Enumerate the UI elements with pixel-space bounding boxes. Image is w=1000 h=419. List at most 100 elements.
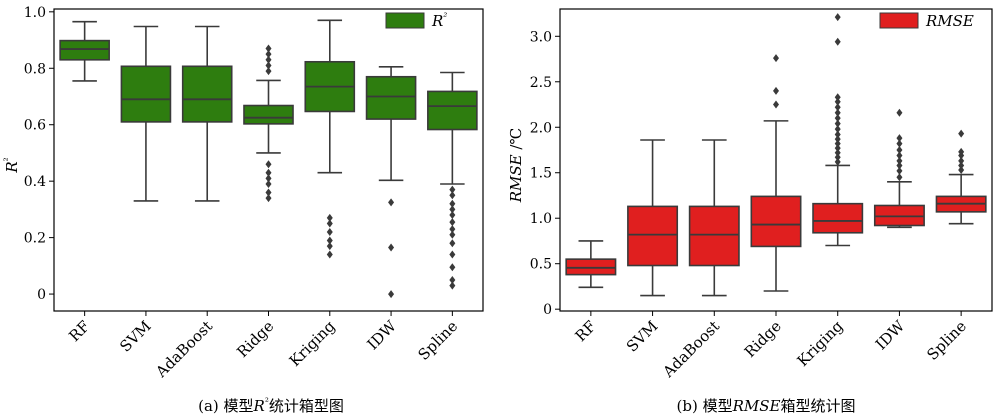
outlier-point	[896, 166, 903, 175]
x-tick-label: AdaBoost	[152, 317, 216, 381]
y-tick-label: 0.6	[24, 118, 46, 134]
outlier-point	[834, 157, 841, 166]
box-iqr	[427, 90, 478, 131]
outlier-point	[265, 160, 272, 169]
outlier-point	[265, 55, 272, 64]
y-tick-label: 0.5	[530, 257, 552, 273]
y-tick-label: 0	[37, 287, 46, 303]
x-tick-label: Spline	[923, 317, 970, 364]
x-tick-label: Ridge	[741, 317, 785, 361]
outlier-point	[449, 185, 456, 194]
outlier-point	[834, 125, 841, 134]
outlier-point	[449, 211, 456, 220]
outlier-point	[265, 67, 272, 76]
outlier-point	[326, 227, 333, 236]
outlier-point	[265, 168, 272, 177]
box-iqr	[120, 65, 172, 123]
outlier-point	[773, 100, 779, 109]
outlier-point	[896, 151, 903, 160]
box-ridge	[750, 54, 802, 292]
box-spline	[427, 71, 478, 290]
box-rf	[59, 20, 110, 82]
outlier-point	[265, 44, 272, 53]
outlier-point	[834, 108, 841, 117]
outlier-point	[449, 225, 456, 234]
box-adaboost	[181, 25, 233, 202]
outlier-point	[834, 144, 841, 153]
outlier-point	[834, 119, 841, 128]
outlier-point	[265, 174, 272, 183]
outlier-point	[958, 129, 965, 138]
outlier-point	[896, 173, 903, 182]
box-iqr	[688, 205, 740, 267]
outlier-point	[896, 134, 903, 143]
outlier-point	[896, 161, 903, 170]
box-ridge	[243, 44, 294, 203]
outlier-point	[326, 242, 333, 251]
box-idw	[365, 66, 417, 299]
x-tick-label: Kriging	[794, 317, 847, 370]
y-tick-label: 1.0	[530, 211, 552, 227]
box-iqr	[565, 258, 617, 276]
box-iqr	[181, 65, 233, 123]
outlier-point	[449, 275, 456, 284]
box-kriging	[304, 19, 356, 259]
outlier-point	[896, 139, 903, 148]
y-tick-label: 2.0	[530, 120, 552, 136]
x-tick-label: IDW	[364, 317, 401, 354]
y-tick-label: 1.5	[530, 166, 552, 182]
legend-swatch	[879, 12, 919, 29]
outlier-point	[834, 97, 841, 106]
y-tick-label: 0.2	[24, 231, 46, 247]
outlier-point	[265, 179, 272, 188]
x-tick-label: RF	[65, 317, 93, 345]
box-iqr	[243, 104, 294, 125]
outlier-point	[834, 135, 841, 144]
outlier-point	[449, 205, 456, 214]
y-tick-label: 0.4	[24, 174, 46, 190]
x-tick-label: SVM	[623, 317, 662, 356]
x-tick-label: SVM	[116, 317, 155, 356]
box-rf	[565, 240, 617, 289]
outlier-point	[773, 54, 779, 63]
outlier-point	[958, 156, 965, 165]
x-tick-label: IDW	[872, 317, 909, 354]
outlier-point	[326, 236, 333, 245]
outlier-point	[449, 199, 456, 208]
outlier-point	[265, 194, 272, 203]
box-svm	[627, 139, 679, 297]
x-tick-label: RF	[572, 317, 600, 345]
legend: RMSE	[879, 12, 974, 30]
outlier-point	[773, 86, 779, 95]
outlier-point	[834, 37, 841, 46]
box-iqr	[750, 195, 802, 248]
outlier-point	[834, 153, 841, 162]
box-iqr	[59, 39, 110, 61]
y-tick-label: 0	[543, 302, 552, 318]
y-axis-label: RMSE /℃	[507, 128, 525, 204]
legend-label: R²​	[431, 12, 447, 30]
outlier-point	[834, 148, 841, 157]
box-iqr	[873, 204, 925, 227]
outlier-point	[834, 114, 841, 123]
legend-label: RMSE	[925, 12, 974, 30]
outlier-point	[449, 239, 456, 248]
outlier-point	[388, 243, 395, 252]
outlier-point	[449, 230, 456, 239]
outlier-point	[449, 250, 456, 259]
panel-caption: (b) 模型RMSE箱型统计图	[677, 397, 856, 415]
legend-swatch	[385, 12, 425, 29]
outlier-point	[326, 213, 333, 222]
outlier-point	[449, 218, 456, 227]
x-tick-label: Ridge	[233, 317, 277, 361]
box-svm	[120, 25, 172, 202]
outlier-point	[326, 219, 333, 228]
outlier-point	[896, 108, 903, 117]
box-iqr	[627, 205, 679, 267]
outlier-point	[834, 13, 841, 22]
outlier-point	[449, 281, 456, 290]
box-adaboost	[688, 139, 740, 297]
y-axis-label: R²​	[3, 157, 21, 173]
legend: R²​	[385, 12, 447, 30]
